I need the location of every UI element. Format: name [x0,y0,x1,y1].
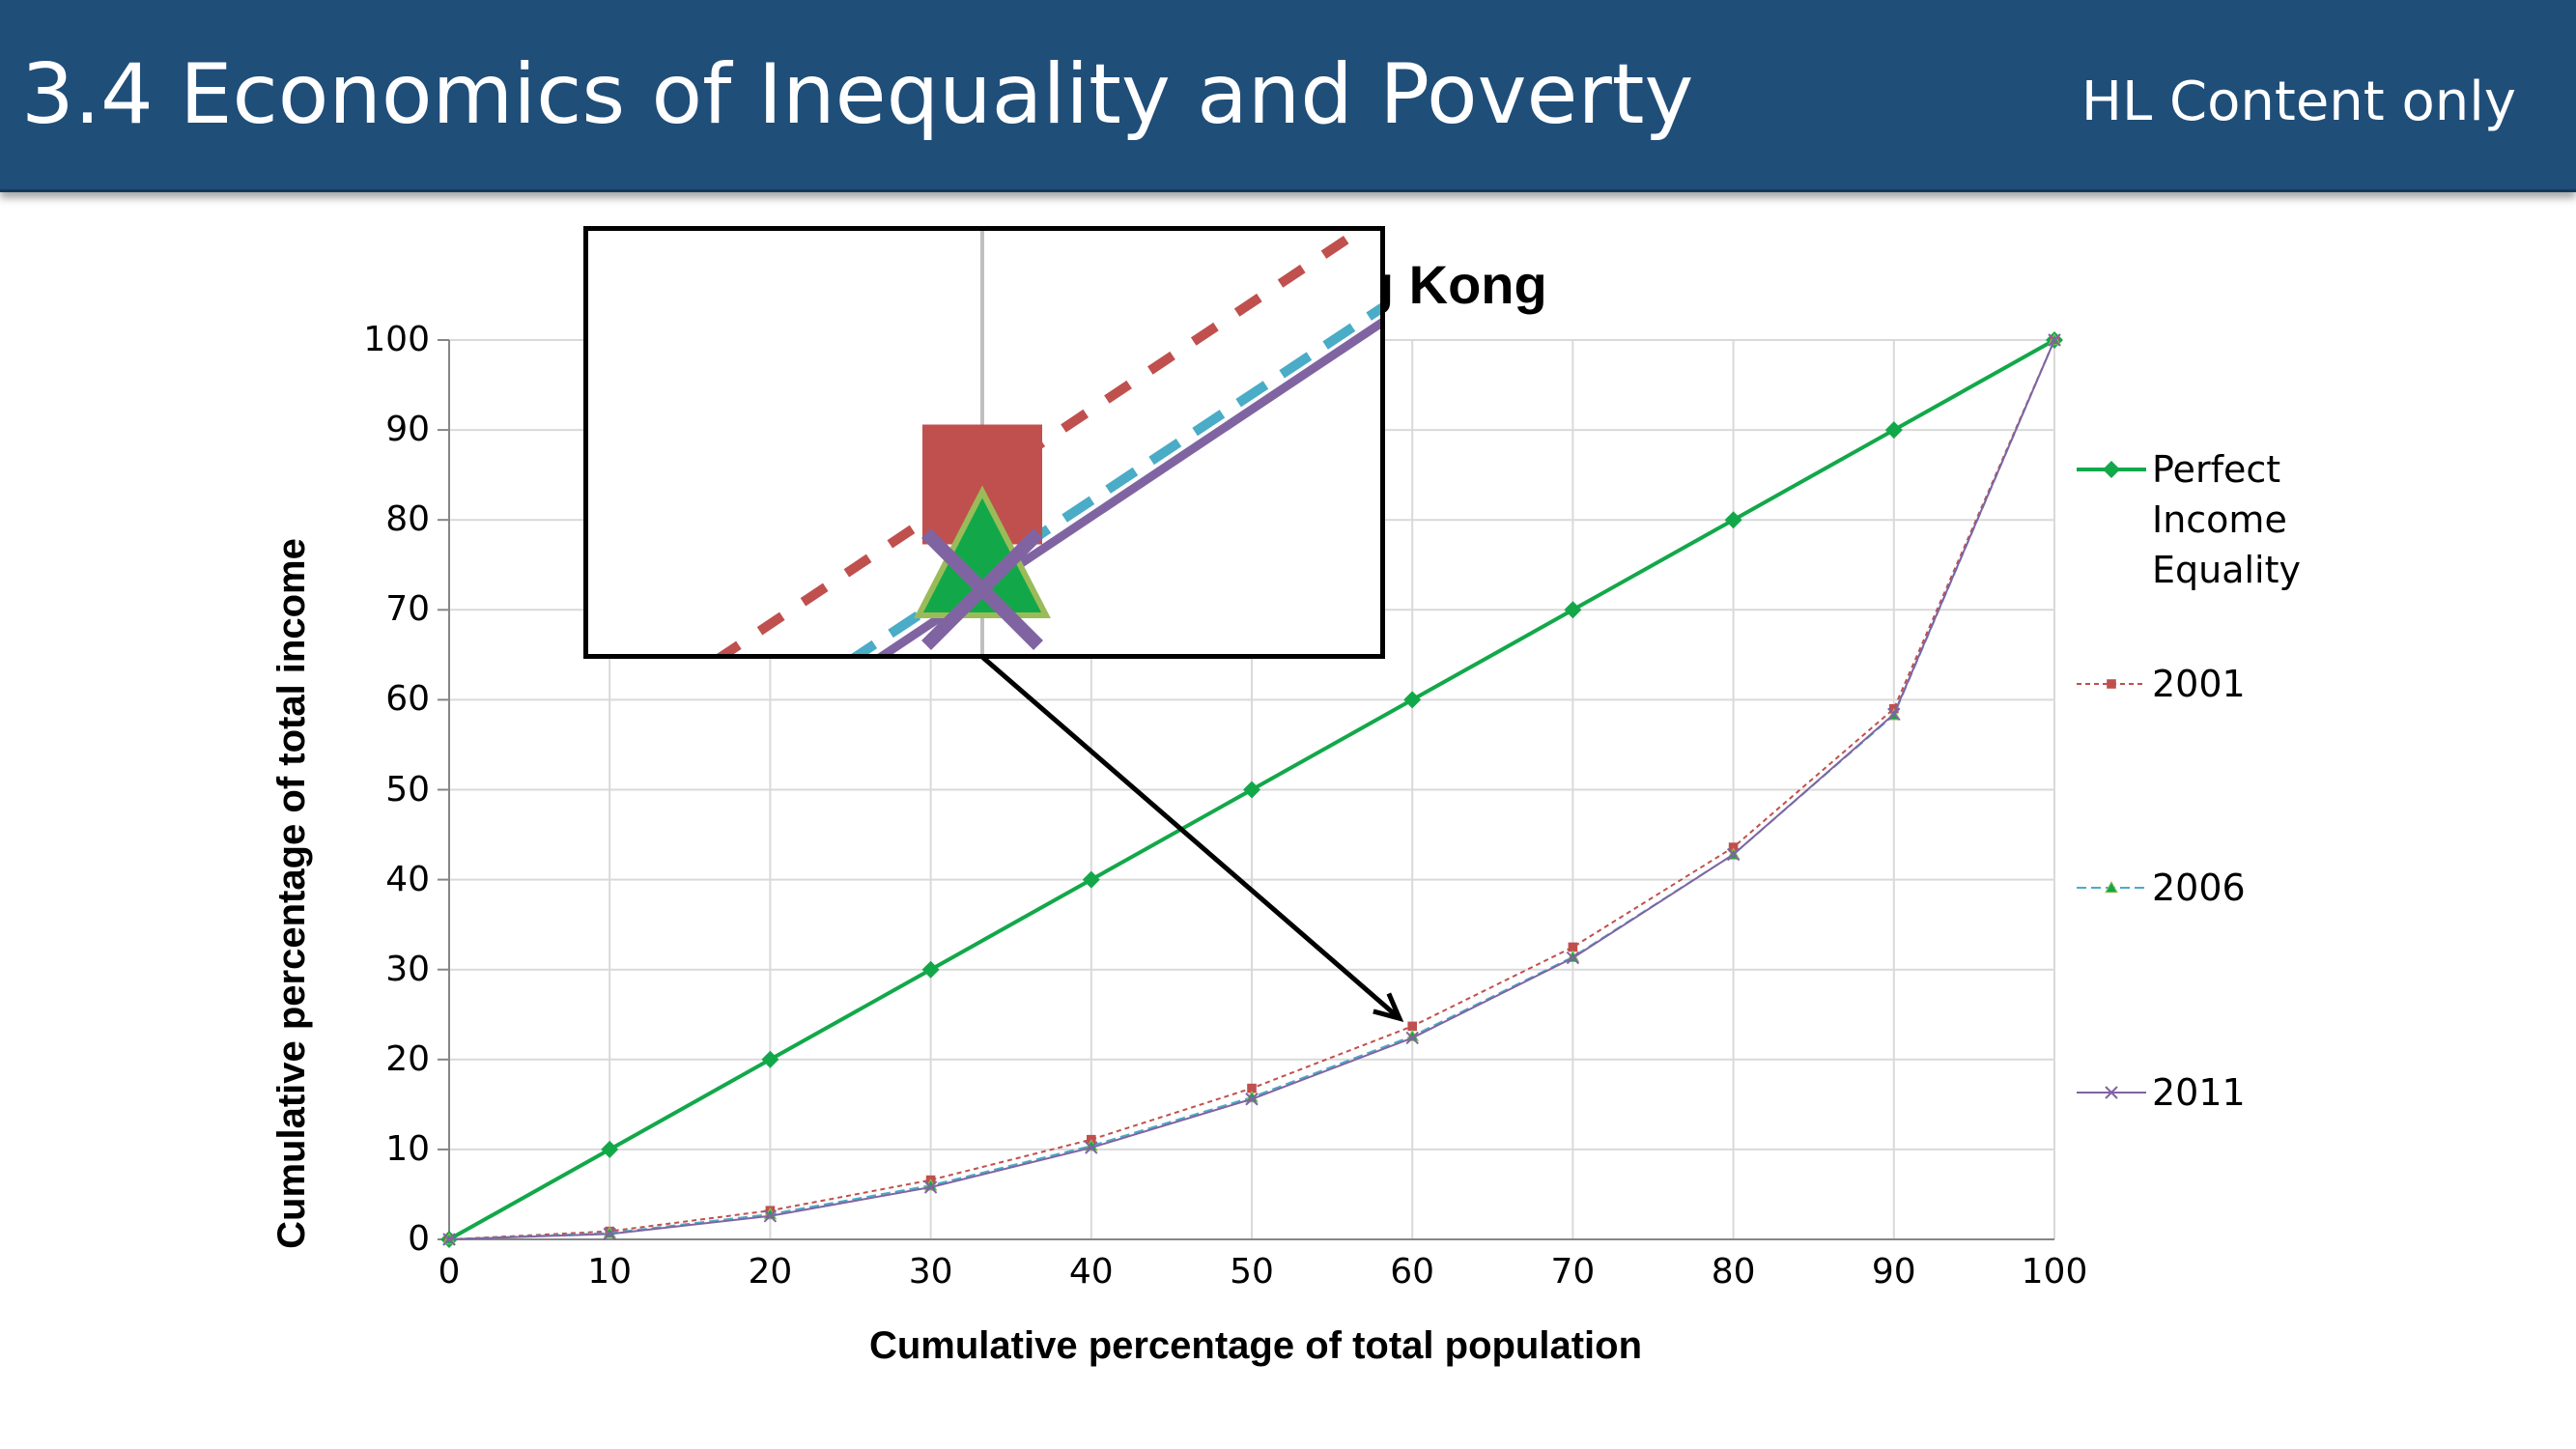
y-tick-label: 90 [385,410,430,450]
legend-label: Equality [2152,549,2302,591]
data-point-s3-8 [1726,847,1741,862]
y-tick-label: 80 [385,499,430,540]
zoom-inset [583,226,1385,659]
y-tick-label: 10 [385,1128,430,1169]
data-point-s0-6 [1403,691,1422,709]
data-point-s3-4 [1085,1141,1098,1154]
data-point-s3-5 [1245,1093,1259,1106]
x-tick-label: 90 [1871,1252,1916,1292]
data-point-s3-3 [923,1180,938,1194]
data-point-s1-8 [1728,842,1739,852]
data-point-s3-6 [1405,1031,1419,1045]
data-point-s3-9 [1887,707,1901,722]
data-point-s3-1 [603,1227,616,1241]
legend-label: 2001 [2152,663,2246,705]
data-point-s0-5 [1243,781,1260,799]
legend-label: Perfect [2152,448,2281,491]
zoom-inset-plot [716,231,1380,654]
data-point-s1-5 [1247,1083,1257,1094]
data-point-s0-9 [1884,421,1903,440]
title-bar: 3.4 Economics of Inequality and Poverty … [0,0,2576,192]
data-point-s2-1 [603,1226,617,1238]
y-tick-label: 40 [385,859,430,899]
legend-label: 2011 [2152,1071,2246,1114]
slide-title: 3.4 Economics of Inequality and Poverty [21,46,1694,143]
x-tick-label: 30 [908,1252,953,1292]
x-tick-label: 0 [438,1252,461,1292]
legend-marker-2 [2105,880,2118,894]
data-point-s0-8 [1724,511,1742,529]
data-point-s0-2 [761,1050,779,1068]
data-point-s1-6 [1407,1021,1417,1032]
x-tick-label: 20 [748,1252,793,1292]
data-point-s3-2 [763,1209,778,1223]
data-point-s3-10 [2048,333,2061,347]
data-point-s0-1 [601,1140,619,1158]
data-point-s1-7 [1568,942,1578,952]
x-tick-label: 10 [587,1252,633,1292]
legend-marker-3 [2105,1086,2118,1099]
legend-label: Income [2152,498,2287,541]
y-tick-label: 30 [385,949,430,989]
data-point-s0-3 [921,960,940,979]
y-tick-label: 70 [385,589,430,630]
arrow-line [980,655,1401,1021]
y-tick-label: 50 [385,769,430,810]
data-point-s0-4 [1082,870,1100,889]
y-tick-label: 0 [408,1219,430,1259]
hl-content-tag: HL Content only [2081,71,2516,133]
legend-marker-0 [2103,461,2120,478]
inset-marker-2011 [921,528,1043,650]
legend-marker-1 [2107,679,2116,689]
legend-label: 2006 [2152,867,2246,909]
x-tick-label: 50 [1230,1252,1274,1292]
data-point-s3-7 [1566,951,1580,965]
x-tick-label: 70 [1550,1252,1596,1292]
data-point-s0-7 [1564,601,1582,619]
y-tick-label: 60 [385,679,430,720]
y-tick-label: 100 [363,320,430,359]
x-axis-title: Cumulative percentage of total populatio… [868,1324,1643,1367]
x-tick-label: 100 [2021,1252,2088,1292]
y-axis-title: Cumulative percentage of total income [270,538,313,1249]
x-tick-label: 80 [1711,1252,1756,1292]
x-tick-label: 60 [1390,1252,1435,1292]
data-point-s3-0 [442,1233,456,1246]
arrow-head [1373,992,1404,1022]
y-tick-label: 20 [385,1038,430,1079]
x-tick-label: 40 [1068,1252,1114,1292]
